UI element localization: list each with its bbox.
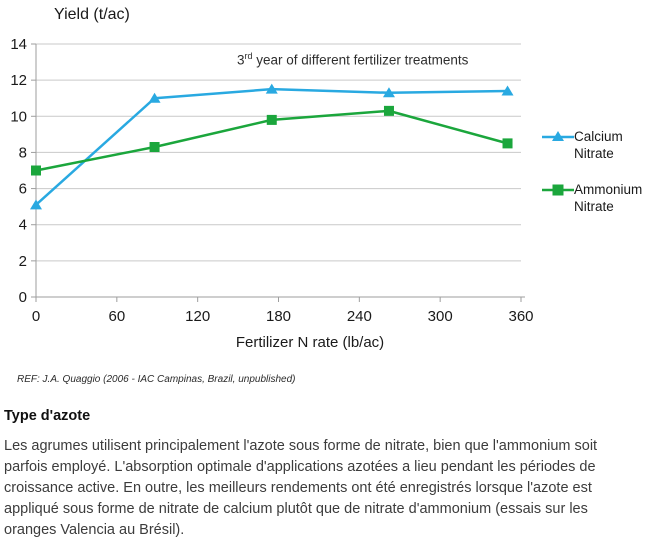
- x-tick-label: 0: [32, 308, 40, 325]
- chart-title: 3rd year of different fertilizer treatme…: [237, 51, 468, 68]
- x-tick-label: 120: [185, 308, 210, 325]
- y-axis-title: Yield (t/ac): [54, 6, 130, 23]
- data-point-square: [383, 105, 394, 116]
- reference-note: REF: J.A. Quaggio (2006 - IAC Campinas, …: [17, 374, 296, 385]
- y-tick-label: 12: [10, 72, 27, 89]
- yield-chart: 0 2 4 6 8 10 12 14 0 60 120 180 240 300 360 Yield (t/a…: [10, 6, 652, 385]
- section-body: Les agrumes utilisent principalement l'a…: [4, 438, 598, 538]
- legend-label: Calcium Nitrate: [574, 129, 623, 161]
- x-tick-label: 360: [508, 308, 533, 325]
- data-point-square: [31, 165, 41, 176]
- chart-title-rest: year of different fertilizer treatments: [252, 52, 469, 68]
- plot-svg: 0 2 4 6 8 10 12 14 0 60 120 180 240 300 360: [10, 36, 533, 325]
- legend: Calcium Nitrate Ammonium Nitrate: [542, 128, 652, 234]
- x-tick-label: 240: [347, 308, 372, 325]
- data-point-square: [149, 142, 160, 153]
- x-tick-label: 300: [428, 308, 453, 325]
- y-tick-label: 8: [19, 144, 27, 161]
- legend-label: Ammonium Nitrate: [574, 182, 643, 214]
- legend-item-calcium-nitrate: Calcium Nitrate: [542, 128, 652, 162]
- chart-title-num: 3: [237, 52, 245, 68]
- data-point-triangle: [265, 83, 278, 94]
- data-point-square: [502, 138, 513, 149]
- text-section: Type d'azote Les agrumes utilisent princ…: [4, 408, 649, 541]
- y-tick-label: 10: [10, 108, 27, 125]
- section-heading: Type d'azote: [4, 408, 91, 424]
- triangle-marker-icon: [542, 131, 574, 141]
- data-point-triangle: [148, 92, 161, 103]
- square-marker-icon: [542, 184, 574, 196]
- data-point-triangle: [501, 85, 514, 96]
- legend-item-ammonium-nitrate: Ammonium Nitrate: [542, 181, 652, 215]
- data-point-square: [266, 114, 277, 125]
- y-tick-label: 0: [19, 289, 27, 306]
- data-point-triangle: [382, 87, 395, 98]
- y-tick-label: 2: [19, 253, 27, 270]
- y-tick-label: 6: [19, 181, 27, 198]
- y-tick-label: 4: [19, 217, 27, 234]
- x-tick-label: 60: [108, 308, 125, 325]
- series-line-0: [34, 87, 509, 207]
- data-point-triangle: [30, 199, 42, 210]
- chart-title-superscript: rd: [244, 51, 253, 61]
- x-tick-label: 180: [266, 308, 291, 325]
- y-tick-label: 14: [10, 36, 27, 53]
- x-axis-title: Fertilizer N rate (lb/ac): [235, 334, 385, 351]
